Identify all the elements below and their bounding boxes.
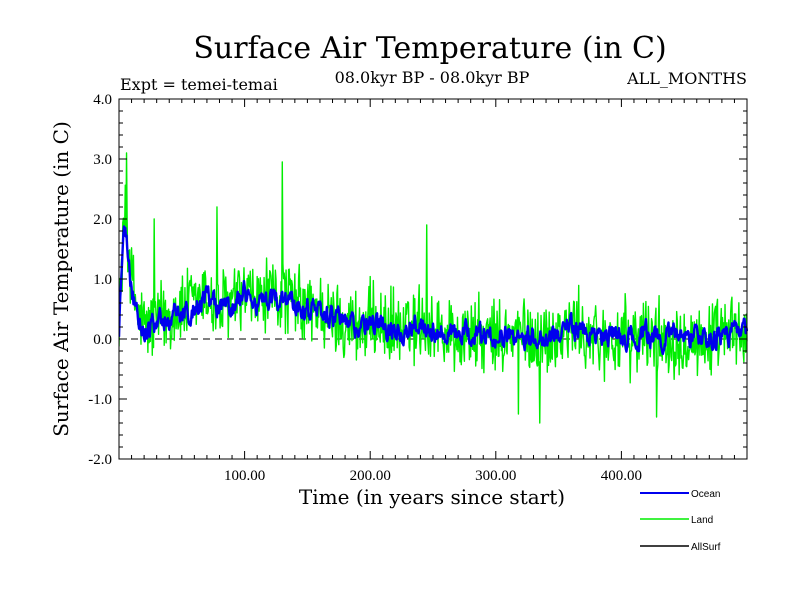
plot-frame — [118, 98, 748, 460]
y-tick-label: 0.0 — [93, 332, 112, 348]
axis-ticks — [119, 99, 747, 459]
x-tick-label: 100.00 — [224, 468, 265, 484]
y-tick-label: 3.0 — [93, 152, 112, 168]
legend: Ocean Land AllSurf — [640, 489, 721, 553]
period-label: 08.0kyr BP - 08.0kyr BP — [335, 68, 530, 87]
x-tick-label: 300.00 — [475, 468, 516, 484]
months-label: ALL_MONTHS — [626, 69, 747, 88]
axis-tick-labels: 100.00 200.00 300.00 400.00 -2.0 -1.0 0.0 1.0 2.… — [88, 92, 642, 484]
series-layer — [119, 152, 748, 424]
experiment-label: Expt = temei-temai — [120, 75, 278, 94]
y-tick-label: 4.0 — [93, 92, 112, 108]
series-line-land — [119, 152, 748, 424]
x-tick-label: 200.00 — [350, 468, 391, 484]
series-line-ocean — [119, 225, 748, 356]
x-tick-label: 400.00 — [601, 468, 642, 484]
y-tick-label: 1.0 — [93, 272, 112, 288]
legend-label-ocean: Ocean — [691, 489, 720, 500]
legend-label-land: Land — [691, 515, 713, 526]
y-axis-label: Surface Air Temperature (in C) — [49, 121, 73, 437]
chart-title: Surface Air Temperature (in C) — [193, 31, 666, 66]
y-tick-label: -2.0 — [88, 452, 112, 468]
y-tick-label: 2.0 — [93, 212, 112, 228]
legend-label-allsurf: AllSurf — [691, 542, 721, 553]
x-axis-label: Time (in years since start) — [299, 485, 565, 509]
y-tick-label: -1.0 — [88, 392, 112, 408]
